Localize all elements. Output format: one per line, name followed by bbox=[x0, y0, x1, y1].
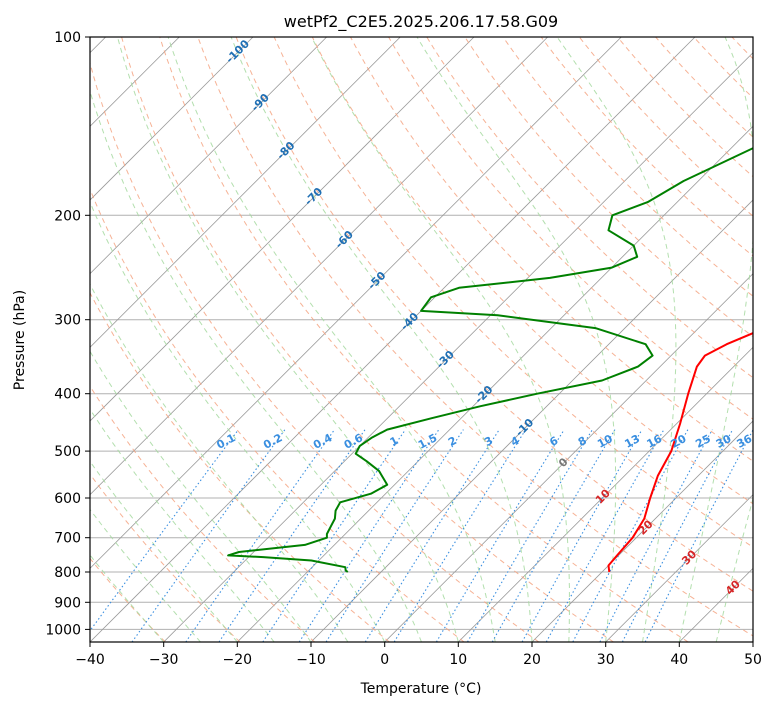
isotherm-label: -60 bbox=[333, 228, 356, 251]
x-tick-label: −10 bbox=[296, 652, 326, 668]
isotherm-label: -10 bbox=[513, 416, 536, 439]
isotherm-label: -70 bbox=[302, 185, 325, 208]
mixing-ratio-label: 8 bbox=[576, 434, 589, 449]
mixing-ratio-label: 0.2 bbox=[261, 431, 284, 452]
mixing-ratio-label: 0.1 bbox=[214, 431, 237, 452]
grid-layer bbox=[90, 37, 753, 642]
axes-layer: −40 −30 −20 −10 0 10 20 30 40 5010020030040050060… bbox=[45, 30, 762, 668]
isotherm-label: 10 bbox=[593, 486, 613, 506]
plot-frame bbox=[89, 36, 754, 643]
y-tick-label: 200 bbox=[54, 208, 81, 224]
y-tick-label: 400 bbox=[54, 387, 81, 403]
mixing-ratio-label: 2 bbox=[446, 434, 459, 449]
mixing-ratio-label: 13 bbox=[622, 432, 642, 451]
y-tick-label: 100 bbox=[54, 30, 81, 46]
mixing-ratio-label: 3 bbox=[482, 434, 495, 449]
mixing-ratio-label: 36 bbox=[735, 432, 755, 451]
isotherm-label: -90 bbox=[249, 91, 272, 114]
mixing-ratio-label: 6 bbox=[547, 434, 560, 449]
mixing-ratio-label: 30 bbox=[714, 432, 734, 451]
temperature-profile-line bbox=[607, 332, 753, 573]
isotherm-label: 20 bbox=[636, 517, 656, 537]
lines-layer bbox=[227, 147, 753, 573]
isotherm-label: 30 bbox=[679, 547, 699, 567]
mixing-ratio-label: 1 bbox=[388, 434, 401, 449]
y-tick-label: 900 bbox=[54, 595, 81, 611]
x-tick-label: 10 bbox=[449, 652, 467, 668]
y-tick-label: 700 bbox=[54, 531, 81, 547]
x-tick-label: −20 bbox=[223, 652, 253, 668]
mixing-ratio-label: 20 bbox=[669, 432, 689, 451]
x-tick-label: −30 bbox=[149, 652, 179, 668]
isotherm-label: -80 bbox=[274, 139, 297, 162]
y-tick-label: 600 bbox=[54, 491, 81, 507]
isotherm-label: -30 bbox=[434, 348, 457, 371]
x-axis-title: Temperature (°C) bbox=[360, 681, 482, 697]
y-axis-title: Pressure (hPa) bbox=[12, 290, 28, 390]
mixing-ratio-label: 16 bbox=[645, 432, 665, 451]
isotherm-label: 40 bbox=[723, 577, 743, 597]
isotherm-label: -40 bbox=[398, 310, 421, 333]
isotherm-label: -50 bbox=[365, 269, 388, 292]
y-tick-label: 800 bbox=[54, 565, 81, 581]
y-tick-label: 300 bbox=[54, 313, 81, 329]
mixing-ratio-label: 25 bbox=[693, 432, 713, 451]
x-tick-label: 30 bbox=[597, 652, 615, 668]
dewpoint-profile-line bbox=[227, 147, 753, 573]
x-tick-label: −40 bbox=[75, 652, 105, 668]
chart-title: wetPf2_C2E5.2025.206.17.58.G09 bbox=[284, 12, 558, 32]
isotherm-label: -100 bbox=[223, 37, 252, 66]
x-tick-label: 20 bbox=[523, 652, 541, 668]
y-tick-label: 500 bbox=[54, 444, 81, 460]
x-tick-label: 0 bbox=[380, 652, 389, 668]
x-tick-label: 50 bbox=[744, 652, 762, 668]
x-tick-label: 40 bbox=[670, 652, 688, 668]
mixing-ratio-label: 0.4 bbox=[311, 431, 335, 452]
mixing-ratio-label: 10 bbox=[595, 432, 615, 451]
y-tick-label: 1000 bbox=[45, 622, 81, 638]
